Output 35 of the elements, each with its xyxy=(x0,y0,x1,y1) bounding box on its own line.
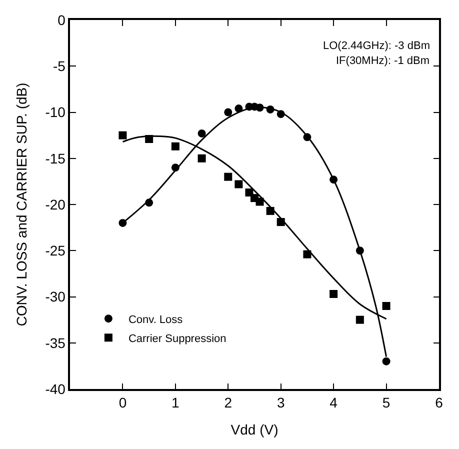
y-tick-label: -5 xyxy=(52,58,66,74)
x-tick-label: 4 xyxy=(330,394,338,411)
annotation: IF(30MHz): -1 dBm xyxy=(336,55,430,67)
legend-label: Conv. Loss xyxy=(128,314,184,326)
point xyxy=(171,142,180,150)
y-tick-label: -10 xyxy=(45,104,66,120)
point xyxy=(330,290,338,298)
annotation: LO(2.44GHz): -3 dBm xyxy=(323,40,430,52)
point xyxy=(303,250,312,258)
point xyxy=(382,302,390,310)
point xyxy=(224,172,232,181)
y-tick-label: -25 xyxy=(45,242,66,259)
y-tick-label: -15 xyxy=(45,150,66,166)
point xyxy=(356,316,364,324)
y-tick-label: -20 xyxy=(45,196,66,212)
y-tick-label: -30 xyxy=(45,288,66,305)
x-axis-title: Vdd (V) xyxy=(230,421,278,438)
point xyxy=(198,154,206,162)
legend-label: Carrier Suppression xyxy=(128,332,226,345)
x-tick-label: 1 xyxy=(172,394,180,411)
x-tick-label: 6 xyxy=(435,394,444,411)
point xyxy=(234,180,243,188)
point xyxy=(256,198,264,206)
y-axis-title: CONV. LOSS and CARRIER SUP. (dB) xyxy=(13,82,30,326)
x-tick-label: 0 xyxy=(118,394,127,411)
x-tick-label: 5 xyxy=(382,394,390,411)
point xyxy=(118,131,127,140)
y-tick-label: 0 xyxy=(58,12,66,28)
y-tick-label: -40 xyxy=(45,380,66,397)
point xyxy=(198,129,206,138)
x-tick-label: 3 xyxy=(276,394,285,411)
point xyxy=(224,108,232,116)
y-tick-label: -35 xyxy=(45,334,66,351)
point xyxy=(382,357,390,366)
x-tick-label: 2 xyxy=(224,394,232,411)
